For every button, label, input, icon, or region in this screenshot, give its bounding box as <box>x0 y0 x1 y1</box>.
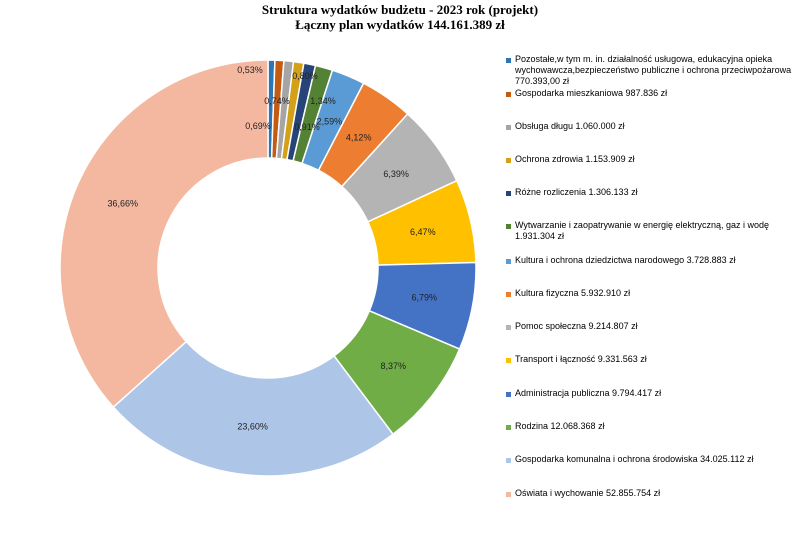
legend-marker <box>506 259 511 264</box>
legend-item-7: Kultura fizyczna 5.932.910 zł <box>506 288 796 299</box>
legend-item-12: Gospodarka komunalna i ochrona środowisk… <box>506 454 796 465</box>
legend-marker <box>506 325 511 330</box>
legend-item-9: Transport i łączność 9.331.563 zł <box>506 354 796 365</box>
data-label-7: 4,12% <box>346 132 372 142</box>
data-label-11: 8,37% <box>381 361 407 371</box>
legend-marker <box>506 458 511 463</box>
slice-13 <box>59 59 269 409</box>
legend-marker <box>506 425 511 430</box>
data-label-5: 1,34% <box>310 96 336 106</box>
legend-item-6: Kultura i ochrona dziedzictwa narodowego… <box>506 255 796 266</box>
legend-label: Transport i łączność 9.331.563 zł <box>515 354 647 364</box>
legend-item-8: Pomoc społeczna 9.214.807 zł <box>506 321 796 332</box>
data-label-0: 0,53% <box>237 65 263 75</box>
legend-label: Różne rozliczenia 1.306.133 zł <box>515 187 638 197</box>
legend-marker <box>506 125 511 130</box>
data-label-1: 0,69% <box>245 121 271 131</box>
legend-label: Kultura fizyczna 5.932.910 zł <box>515 288 631 298</box>
legend-item-4: Różne rozliczenia 1.306.133 zł <box>506 187 796 198</box>
legend-marker <box>506 492 511 497</box>
legend-marker <box>506 158 511 163</box>
data-label-3: 0,80% <box>292 71 318 81</box>
legend-marker <box>506 292 511 297</box>
data-label-13: 36,66% <box>107 198 138 208</box>
legend-label: Administracja publiczna 9.794.417 zł <box>515 388 662 398</box>
legend-item-0: Pozostałe,w tym m. in. działalność usług… <box>506 54 796 87</box>
data-label-4: 0,91% <box>294 122 320 132</box>
legend-label: Kultura i ochrona dziedzictwa narodowego… <box>515 255 736 265</box>
chart-subtitle: Łączny plan wydatków 144.161.389 zł <box>295 17 505 32</box>
data-label-6: 2,59% <box>317 116 343 126</box>
chart-title: Struktura wydatków budżetu - 2023 rok (p… <box>261 2 539 17</box>
legend-label: Pozostałe,w tym m. in. działalność usług… <box>515 54 792 86</box>
legend-marker <box>506 58 511 63</box>
data-label-10: 6,79% <box>411 293 437 303</box>
legend-item-10: Administracja publiczna 9.794.417 zł <box>506 388 796 399</box>
legend-marker <box>506 92 511 97</box>
data-label-2: 0,74% <box>264 96 290 106</box>
chart-title-block: Struktura wydatków budżetu - 2023 rok (p… <box>0 2 800 32</box>
legend-item-5: Wytwarzanie i zaopatrywanie w energię el… <box>506 220 796 242</box>
data-label-12: 23,60% <box>237 421 268 431</box>
legend-label: Obsługa długu 1.060.000 zł <box>515 121 625 131</box>
legend-label: Ochrona zdrowia 1.153.909 zł <box>515 154 635 164</box>
legend-item-11: Rodzina 12.068.368 zł <box>506 421 796 432</box>
legend-label: Oświata i wychowanie 52.855.754 zł <box>515 488 661 498</box>
data-label-9: 6,47% <box>410 227 436 237</box>
legend-marker <box>506 191 511 196</box>
legend-label: Wytwarzanie i zaopatrywanie w energię el… <box>515 220 770 241</box>
legend-marker <box>506 392 511 397</box>
legend-marker <box>506 358 511 363</box>
legend-marker <box>506 224 511 229</box>
legend-item-1: Gospodarka mieszkaniowa 987.836 zł <box>506 88 796 99</box>
legend-label: Pomoc społeczna 9.214.807 zł <box>515 321 638 331</box>
legend-item-13: Oświata i wychowanie 52.855.754 zł <box>506 488 796 499</box>
legend-item-2: Obsługa długu 1.060.000 zł <box>506 121 796 132</box>
legend-label: Gospodarka komunalna i ochrona środowisk… <box>515 454 754 464</box>
legend-label: Gospodarka mieszkaniowa 987.836 zł <box>515 88 668 98</box>
legend-item-3: Ochrona zdrowia 1.153.909 zł <box>506 154 796 165</box>
slice-12 <box>112 340 395 477</box>
legend-label: Rodzina 12.068.368 zł <box>515 421 605 431</box>
data-label-8: 6,39% <box>383 169 409 179</box>
